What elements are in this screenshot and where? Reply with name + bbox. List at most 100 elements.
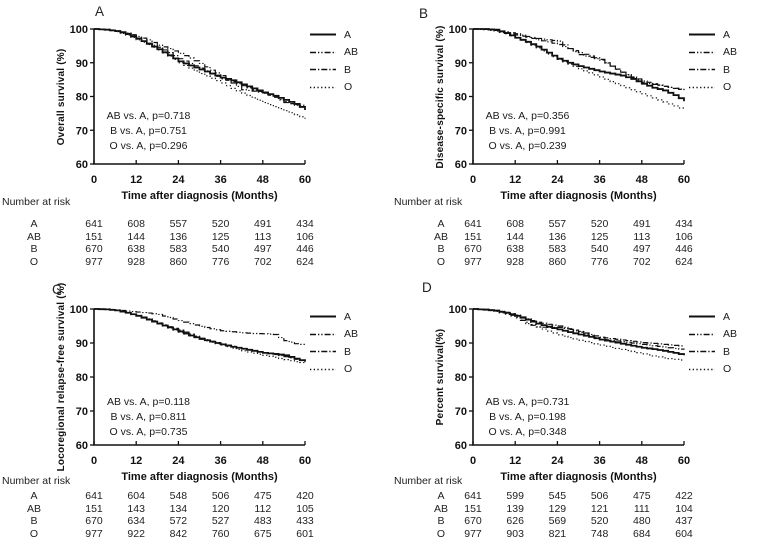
legend-line-O	[689, 86, 715, 88]
x-tick-label: 12	[509, 455, 521, 467]
y-tick-label: 100	[70, 304, 88, 316]
km-curve-AB	[94, 308, 306, 346]
risk-value: 604	[675, 528, 693, 541]
risk-value: 702	[633, 256, 651, 269]
risk-value: 491	[254, 218, 272, 230]
risk-value: 641	[85, 218, 103, 230]
risk-value: 420	[296, 490, 314, 502]
risk-value: 113	[254, 230, 272, 243]
risk-value: 604	[127, 490, 145, 502]
legend-item: A	[689, 308, 757, 326]
risk-value: 599	[506, 490, 524, 502]
risk-value: 527	[211, 515, 230, 528]
km-panel: A 100 90 80 70 60 0 12 24 36 48 60 Overall surviva…	[0, 0, 378, 272]
risk-row-label: AB	[433, 230, 449, 243]
legend: A AB B O	[689, 26, 757, 96]
risk-value: 675	[254, 528, 272, 541]
legend-label: AB	[723, 328, 738, 341]
risk-row: O 977 903 821 748 684 604	[379, 528, 757, 541]
x-axis-title: Time after diagnosis (Months)	[121, 190, 278, 202]
x-tick-label: 24	[551, 174, 564, 186]
km-curve-B	[473, 28, 685, 90]
y-tick-label: 90	[76, 338, 88, 350]
risk-value: 134	[169, 502, 188, 515]
y-tick-label: 60	[455, 159, 467, 171]
x-tick-label: 36	[214, 455, 226, 467]
risk-row-label: AB	[26, 502, 42, 515]
y-tick-label: 100	[449, 24, 467, 36]
x-tick-label: 0	[470, 174, 476, 186]
risk-row-label: O	[436, 528, 446, 541]
risk-value: 928	[127, 256, 145, 269]
risk-row: AB 151 144 136 125 113 106	[379, 231, 757, 244]
legend-label: O	[344, 363, 353, 376]
pvalue-annotations: AB vs. A, p=0.356 B vs. A, p=0.991 O vs. A…	[465, 109, 590, 154]
risk-value: 491	[633, 218, 651, 230]
y-tick-label: 100	[70, 24, 88, 36]
risk-value: 569	[548, 515, 567, 528]
risk-value: 125	[590, 230, 609, 243]
legend-item: AB	[689, 326, 757, 344]
y-axis-title: Locoregional relapse-free survival (%)	[56, 282, 67, 472]
x-tick-label: 12	[130, 174, 142, 186]
risk-value: 748	[590, 528, 609, 541]
risk-value: 634	[127, 515, 145, 528]
legend-label: A	[723, 310, 731, 323]
risk-table-title: Number at risk	[2, 196, 71, 208]
risk-value: 821	[548, 528, 567, 541]
legend-label: AB	[723, 46, 738, 59]
y-tick-label: 90	[76, 58, 88, 70]
legend-line-AB	[689, 333, 715, 335]
x-tick-label: 60	[678, 455, 690, 467]
legend-item: AB	[310, 326, 380, 344]
risk-row-label: AB	[26, 230, 42, 243]
km-curve-B	[94, 28, 306, 109]
risk-value: 670	[464, 243, 482, 256]
risk-value: 506	[211, 490, 230, 502]
risk-value: 106	[675, 230, 693, 243]
legend-line-B	[689, 69, 715, 71]
km-curve-O	[94, 28, 306, 119]
legend-line-A	[689, 315, 715, 318]
risk-value: 572	[169, 515, 188, 528]
y-tick-label: 100	[449, 304, 467, 316]
risk-row: A 641 608 557 520 491 434	[379, 218, 757, 231]
risk-value: 105	[296, 502, 314, 515]
risk-value: 641	[464, 490, 482, 502]
risk-value: 106	[296, 230, 314, 243]
legend-line-AB	[689, 51, 715, 53]
risk-value: 446	[296, 243, 314, 256]
legend-line-AB	[310, 333, 336, 335]
x-tick-label: 36	[593, 174, 605, 186]
risk-value: 776	[590, 256, 609, 269]
risk-value: 626	[506, 515, 524, 528]
risk-row-label: B	[30, 515, 38, 528]
panel-letter: C	[52, 282, 62, 297]
risk-table-title: Number at risk	[2, 475, 71, 487]
risk-value: 903	[506, 528, 524, 541]
x-axis-title: Time after diagnosis (Months)	[500, 471, 657, 483]
risk-value: 120	[211, 502, 230, 515]
y-tick-label: 60	[455, 440, 467, 452]
risk-value: 483	[254, 515, 272, 528]
pvalue-annotations: AB vs. A, p=0.118 B vs. A, p=0.811 O vs. A…	[86, 395, 211, 440]
risk-value: 129	[548, 502, 567, 515]
risk-value: 104	[675, 502, 693, 515]
legend: A AB B O	[689, 308, 757, 378]
legend-label: B	[344, 63, 352, 76]
x-tick-label: 48	[257, 455, 269, 467]
risk-value: 497	[254, 243, 272, 256]
y-axis-title: Percent survival(%)	[435, 328, 446, 426]
legend-line-O	[689, 368, 715, 370]
risk-table-title: Number at risk	[394, 475, 463, 487]
risk-value: 437	[675, 515, 693, 528]
legend-line-O	[310, 86, 336, 88]
y-axis-title: Overall survival (%)	[56, 48, 67, 145]
pvalue-line: B vs. A, p=0.811	[110, 411, 187, 423]
legend-line-B	[689, 351, 715, 353]
risk-value: 608	[127, 218, 145, 230]
risk-value: 506	[590, 490, 609, 502]
risk-value: 638	[127, 243, 145, 256]
